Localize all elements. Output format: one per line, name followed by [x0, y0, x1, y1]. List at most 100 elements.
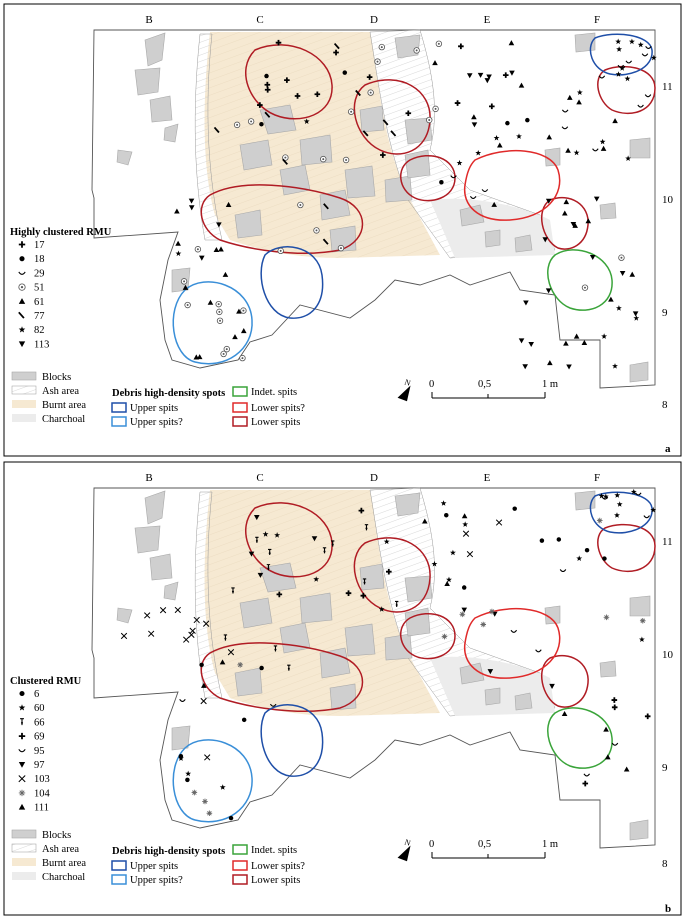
tri-down-marker [545, 198, 552, 204]
cross-marker [386, 568, 392, 575]
north-label: N [403, 837, 412, 848]
block [234, 667, 263, 697]
legend-label-113: 113 [34, 339, 49, 350]
tri-down-marker [619, 270, 626, 276]
debris-swatch-upper-q [111, 874, 127, 885]
smile-marker [641, 53, 649, 57]
smile-marker [469, 196, 477, 199]
target-marker [223, 345, 230, 353]
row-label-8: 8 [662, 858, 668, 870]
triangle-marker [175, 240, 181, 246]
triangle-marker [491, 201, 497, 207]
block [629, 137, 651, 159]
triangle-marker [603, 726, 609, 732]
row-label-10: 10 [662, 649, 674, 661]
star-marker [175, 250, 182, 257]
row-label-11: 11 [662, 81, 673, 93]
block [384, 633, 413, 661]
legend-label-82: 82 [34, 325, 45, 336]
asterisk-marker [202, 798, 208, 805]
debris-title: Debris high-density spots [112, 388, 225, 399]
triangle-marker [461, 513, 468, 519]
triangle-marker [207, 299, 214, 305]
smile-marker [592, 148, 599, 152]
block [404, 149, 431, 179]
grid-row-labels: 11 10 9 8 [662, 81, 674, 411]
triangle-marker [565, 147, 571, 153]
col-label-e: E [484, 472, 491, 484]
star-marker [639, 636, 645, 642]
scale-label-1m: 1 m [542, 379, 558, 390]
block [116, 149, 133, 166]
cross-marker [405, 110, 412, 117]
tick-marker [282, 158, 288, 165]
spot-lower-4 [400, 613, 456, 660]
legend-label-charcoal: Charchoal [42, 414, 85, 425]
smile-marker [450, 175, 457, 179]
tri-down-marker [253, 515, 260, 521]
triangle-marker [471, 114, 477, 120]
block [149, 95, 173, 123]
smile-marker [269, 703, 277, 707]
smile-marker [643, 515, 650, 519]
star-marker [18, 326, 26, 333]
spot-lower-q-1 [463, 608, 561, 679]
triangle-marker [563, 199, 570, 205]
triangle-marker [581, 339, 588, 346]
spot-upper-2 [589, 491, 653, 534]
triangle-marker [219, 659, 226, 665]
x-marker [18, 775, 26, 783]
tri-down-marker [198, 255, 205, 261]
legend-swatch-ash [11, 385, 37, 395]
debris-label-lower-q: Lower spits? [251, 861, 305, 872]
tick-marker [382, 119, 389, 126]
block [484, 687, 501, 706]
scale-label-1m: 1 m [542, 839, 558, 850]
triangle-marker [547, 360, 553, 366]
ibar-marker [395, 600, 399, 608]
star-marker [178, 755, 184, 761]
cross-marker [18, 241, 26, 248]
star-marker [637, 41, 644, 48]
smile-marker [18, 271, 26, 275]
debris-label-lower-q: Lower spits? [251, 403, 305, 414]
legend-title: Highly clustered RMU [10, 227, 112, 238]
legend-label-29: 29 [34, 268, 45, 279]
triangle-marker [508, 40, 515, 46]
star-marker [615, 38, 622, 45]
x-marker [120, 632, 128, 640]
cross-marker [380, 152, 386, 158]
star-marker [18, 704, 26, 711]
star-marker [274, 532, 281, 538]
dot-marker [444, 512, 449, 518]
debris-spots [172, 491, 656, 823]
tri-down-marker [566, 364, 572, 370]
ibar-marker [255, 536, 259, 543]
row-label-9: 9 [662, 307, 668, 319]
spot-lower-5 [541, 196, 589, 250]
spot-lower-6 [597, 523, 656, 572]
block [239, 597, 273, 629]
target-marker [282, 154, 289, 161]
block [144, 490, 166, 525]
scale-label-half: 0,5 [478, 839, 491, 850]
tri-down-marker [461, 607, 468, 613]
ibar-marker [362, 578, 367, 585]
triangle-marker [422, 518, 428, 524]
star-marker [616, 501, 623, 507]
star-marker [303, 118, 310, 124]
row-label-8: 8 [662, 399, 668, 411]
target-marker [180, 278, 188, 285]
target-marker [435, 40, 443, 48]
asterisk-marker [489, 608, 495, 615]
triangle-marker [174, 208, 180, 214]
tri-down-marker [528, 341, 535, 348]
cross-marker [264, 81, 271, 88]
legend-label-charcoal: Charchoal [42, 872, 85, 883]
ibar-marker [364, 524, 369, 531]
target-marker [18, 283, 26, 291]
panel-letter-a: a [665, 443, 671, 455]
smile-marker [583, 773, 591, 777]
debris-label-lower: Lower spits [251, 875, 300, 886]
